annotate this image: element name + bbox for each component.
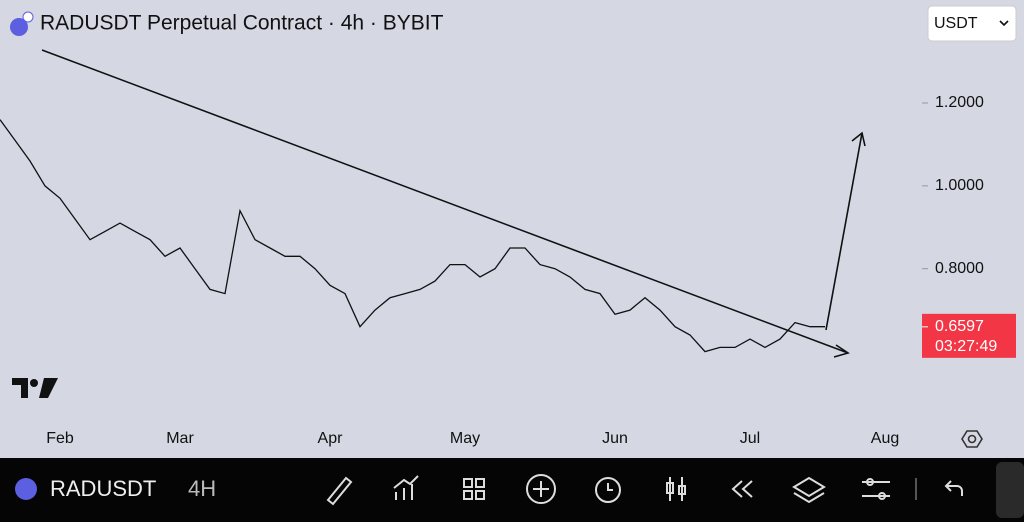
draw-tool[interactable]	[326, 476, 353, 506]
alert-tool[interactable]	[595, 477, 621, 503]
side-panel-handle[interactable]	[996, 462, 1024, 518]
projection-arrow	[825, 132, 863, 331]
slider-knob	[866, 478, 874, 486]
x-tick-label: Jul	[740, 430, 760, 447]
x-tick-label: Jun	[602, 430, 628, 447]
chart-background	[0, 0, 1024, 458]
toolbar-symbol[interactable]: RADUSDT	[50, 476, 156, 501]
countdown-label: 03:27:49	[935, 338, 997, 355]
x-tick-label: Mar	[166, 430, 194, 447]
x-tick-label: Feb	[46, 430, 74, 447]
tv-logo	[12, 378, 58, 398]
indicators-tool[interactable]	[393, 475, 419, 500]
replay-tool[interactable]	[731, 480, 753, 498]
chart-title: RADUSDT Perpetual Contract · 4h · BYBIT	[40, 12, 444, 35]
arrow-head	[851, 131, 866, 147]
currency-select[interactable]	[927, 5, 1017, 42]
last-price-box	[922, 313, 1016, 358]
dropdown-arrow	[999, 20, 1009, 27]
add-plus	[533, 481, 549, 497]
last-price-label: 0.6597	[935, 318, 984, 335]
slider-knob	[878, 492, 886, 500]
alert-hands	[607, 483, 613, 491]
layouts-tool[interactable]	[463, 478, 485, 500]
arrow-head	[833, 344, 850, 358]
trend-line	[41, 49, 849, 354]
layers-tool[interactable]	[792, 476, 826, 504]
undo-tool[interactable]	[944, 480, 963, 496]
price-line	[0, 119, 825, 353]
y-tick-label: 1.0000	[935, 177, 984, 194]
toolbar	[0, 458, 1024, 522]
x-tick-label: Apr	[318, 430, 344, 447]
toolbar-symbol-icon	[15, 478, 37, 500]
y-tick-label: 0.8000	[935, 260, 984, 277]
x-tick-label: May	[450, 430, 480, 447]
currency-label: USDT	[934, 15, 978, 32]
y-tick-label: 1.2000	[935, 94, 984, 111]
toolbar-interval[interactable]: 4H	[188, 476, 216, 501]
symbol-badge	[22, 11, 34, 23]
add-tool[interactable]	[526, 474, 556, 504]
chart-type-tool[interactable]	[666, 477, 686, 501]
x-tick-label: Aug	[871, 430, 899, 447]
settings-button[interactable]	[961, 430, 983, 448]
symbol-icon	[10, 18, 28, 36]
